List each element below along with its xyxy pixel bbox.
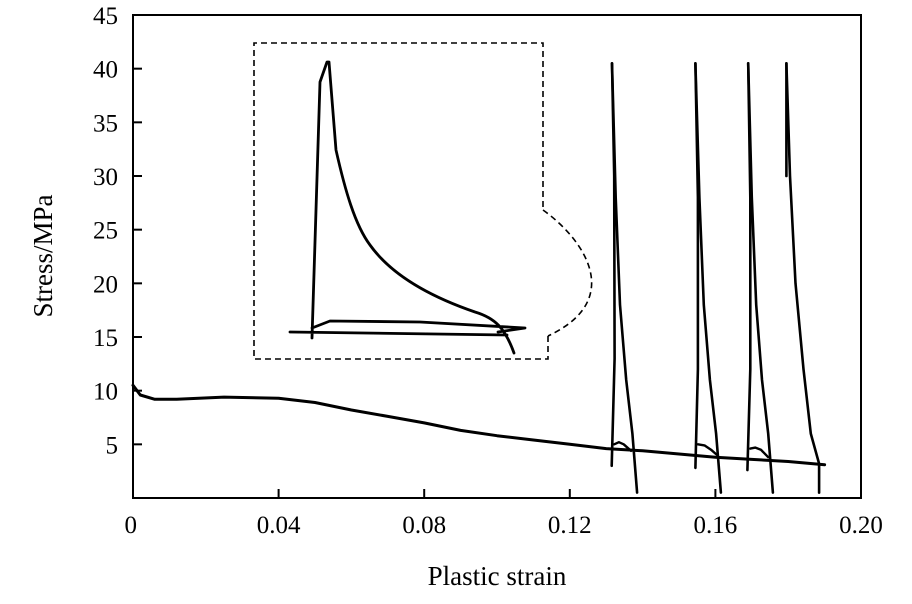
y-tick-label: 10 [93,379,118,406]
y-tick-label: 35 [93,110,118,137]
x-axis-title: Plastic strain [428,561,567,591]
x-tick-label: 0.16 [694,512,738,539]
inset-dashed-frame [253,42,549,360]
unloading-branch [785,61,821,494]
x-tick-label: 0.20 [839,512,883,539]
chart-curves [131,61,827,494]
x-tick-label: 0.12 [548,512,592,539]
y-tick-label: 15 [93,325,118,352]
inset-hysteresis-loop [288,60,527,355]
y-tick-label: 5 [106,432,119,459]
y-tick-label: 30 [93,164,118,191]
plot-frame [132,14,862,499]
y-tick-label: 25 [93,218,118,245]
unloading-branch [694,61,723,494]
unloading-branch [746,61,775,494]
y-tick-label: 20 [93,271,118,298]
hysteresis-loop [613,441,633,452]
x-tick-label: 0.08 [402,512,446,539]
inset-connector-curve [542,209,593,337]
inset-zoom [253,42,593,360]
unloading-branch [610,61,639,494]
x-axis-ticks: 0 0.04 0.08 0.12 0.16 0.20 [125,489,883,539]
y-tick-label: 45 [93,3,118,30]
y-tick-label: 40 [93,57,118,84]
y-axis-ticks: 5 10 15 20 25 30 35 40 45 [93,3,142,459]
main-stress-strain-curve [131,383,827,467]
hysteresis-loop [696,443,719,457]
x-tick-label: 0 [125,512,138,539]
x-tick-label: 0.04 [257,512,301,539]
y-axis-title: Stress/MPa [28,194,58,317]
hysteresis-loop [749,446,770,459]
